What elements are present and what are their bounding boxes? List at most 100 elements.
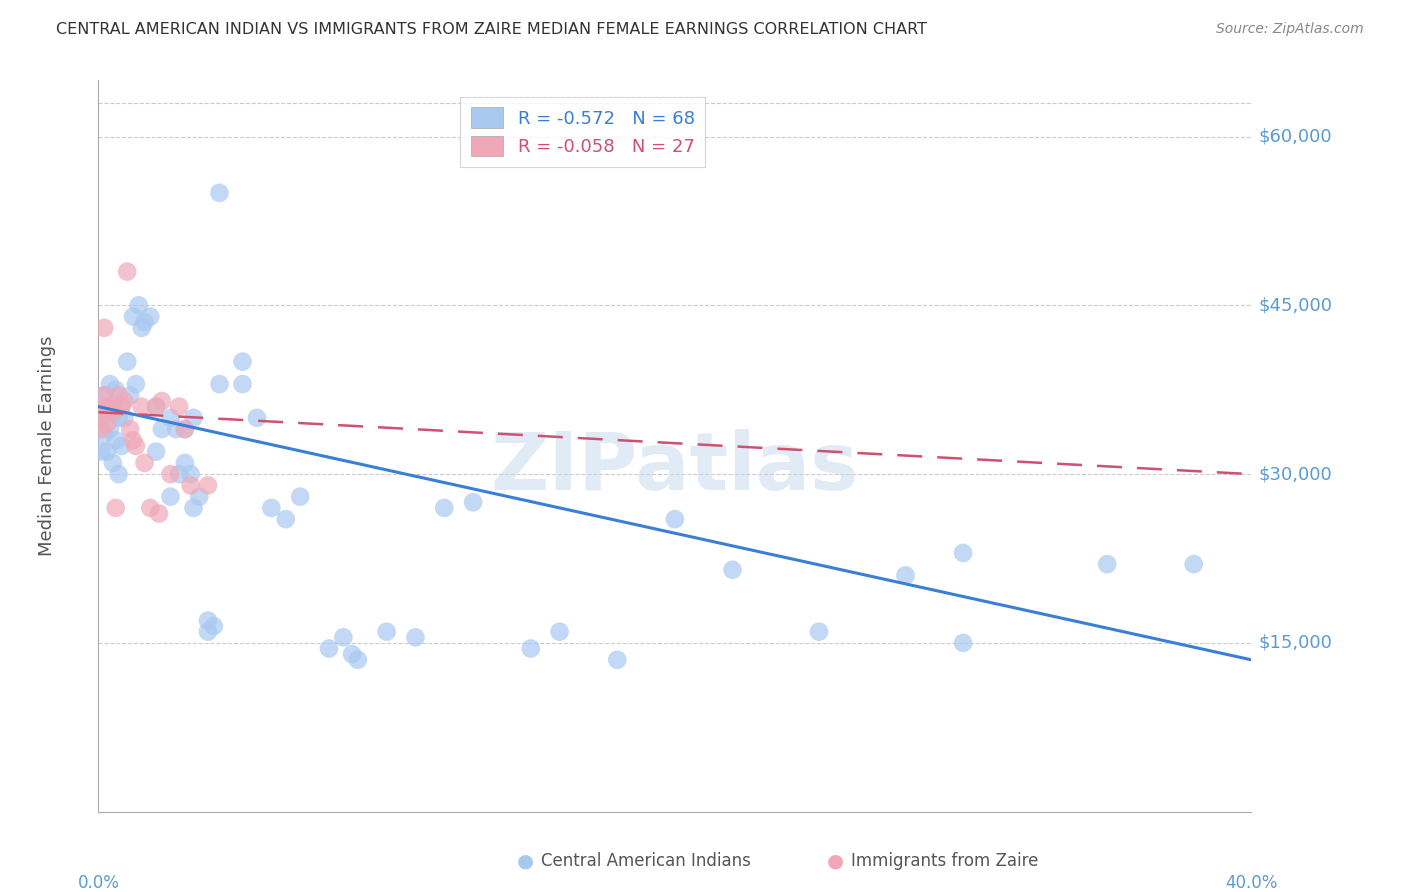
Point: [90, 410, 112, 425]
Point: [231, 377, 254, 392]
Point: [131, 400, 153, 414]
Point: [101, 405, 124, 419]
Point: [180, 467, 202, 482]
Point: [159, 410, 181, 425]
Point: [145, 400, 167, 414]
Point: [107, 467, 129, 482]
Point: [197, 614, 219, 628]
Point: [104, 500, 127, 515]
Point: [274, 512, 297, 526]
Point: [107, 388, 129, 402]
Point: [96, 417, 118, 431]
Point: [104, 434, 127, 448]
Point: [134, 456, 156, 470]
Point: [90, 405, 112, 419]
Point: [332, 630, 354, 644]
Text: Median Female Earnings: Median Female Earnings: [38, 335, 56, 557]
Point: [548, 624, 571, 639]
Point: [122, 310, 145, 324]
Point: [807, 624, 830, 639]
Point: [93, 427, 115, 442]
Point: [197, 624, 219, 639]
Point: [174, 456, 197, 470]
Point: [375, 624, 398, 639]
Point: [1182, 557, 1205, 571]
Point: [318, 641, 340, 656]
Text: $15,000: $15,000: [1258, 634, 1333, 652]
Text: Source: ZipAtlas.com: Source: ZipAtlas.com: [1216, 22, 1364, 37]
Point: [120, 422, 142, 436]
Point: [159, 467, 181, 482]
Point: [174, 422, 197, 436]
Text: ●: ●: [827, 851, 844, 871]
Text: Immigrants from Zaire: Immigrants from Zaire: [851, 852, 1038, 870]
Point: [894, 568, 917, 582]
Point: [188, 490, 211, 504]
Point: [98, 400, 121, 414]
Point: [110, 439, 132, 453]
Point: [110, 400, 132, 414]
Point: [202, 619, 225, 633]
Point: [167, 400, 190, 414]
Point: [290, 490, 312, 504]
Text: CENTRAL AMERICAN INDIAN VS IMMIGRANTS FROM ZAIRE MEDIAN FEMALE EARNINGS CORRELAT: CENTRAL AMERICAN INDIAN VS IMMIGRANTS FR…: [56, 22, 927, 37]
Point: [952, 636, 974, 650]
Text: 40.0%: 40.0%: [1225, 873, 1278, 892]
Point: [96, 405, 118, 419]
Point: [145, 400, 167, 414]
Point: [120, 388, 142, 402]
Point: [180, 478, 202, 492]
Point: [98, 422, 121, 436]
Point: [93, 388, 115, 402]
Point: [93, 388, 115, 402]
Point: [165, 422, 187, 436]
Text: $45,000: $45,000: [1258, 296, 1333, 314]
Point: [952, 546, 974, 560]
Point: [139, 310, 162, 324]
Text: Central American Indians: Central American Indians: [541, 852, 751, 870]
Point: [150, 394, 173, 409]
Point: [260, 500, 283, 515]
Point: [145, 444, 167, 458]
Point: [101, 456, 124, 470]
Point: [110, 400, 132, 414]
Point: [231, 354, 254, 368]
Point: [90, 422, 112, 436]
Point: [664, 512, 686, 526]
Text: ZIPatlas: ZIPatlas: [491, 429, 859, 507]
Point: [159, 490, 181, 504]
Point: [721, 563, 744, 577]
Point: [104, 383, 127, 397]
Point: [131, 321, 153, 335]
Point: [112, 394, 135, 409]
Point: [90, 444, 112, 458]
Point: [134, 315, 156, 329]
Point: [112, 410, 135, 425]
Text: $60,000: $60,000: [1258, 128, 1331, 145]
Point: [606, 653, 628, 667]
Point: [139, 500, 162, 515]
Legend: R = -0.572   N = 68, R = -0.058   N = 27: R = -0.572 N = 68, R = -0.058 N = 27: [460, 96, 706, 167]
Point: [520, 641, 543, 656]
Text: $30,000: $30,000: [1258, 465, 1331, 483]
Point: [1097, 557, 1119, 571]
Point: [96, 444, 118, 458]
Point: [208, 186, 231, 200]
Point: [433, 500, 456, 515]
Point: [122, 434, 145, 448]
Point: [346, 653, 368, 667]
Point: [117, 264, 138, 278]
Point: [246, 410, 269, 425]
Point: [197, 478, 219, 492]
Point: [125, 377, 148, 392]
Point: [461, 495, 484, 509]
Text: ●: ●: [517, 851, 534, 871]
Point: [150, 422, 173, 436]
Point: [174, 422, 197, 436]
Point: [405, 630, 427, 644]
Point: [107, 410, 129, 425]
Point: [101, 400, 124, 414]
Point: [93, 321, 115, 335]
Point: [128, 298, 150, 312]
Point: [117, 354, 138, 368]
